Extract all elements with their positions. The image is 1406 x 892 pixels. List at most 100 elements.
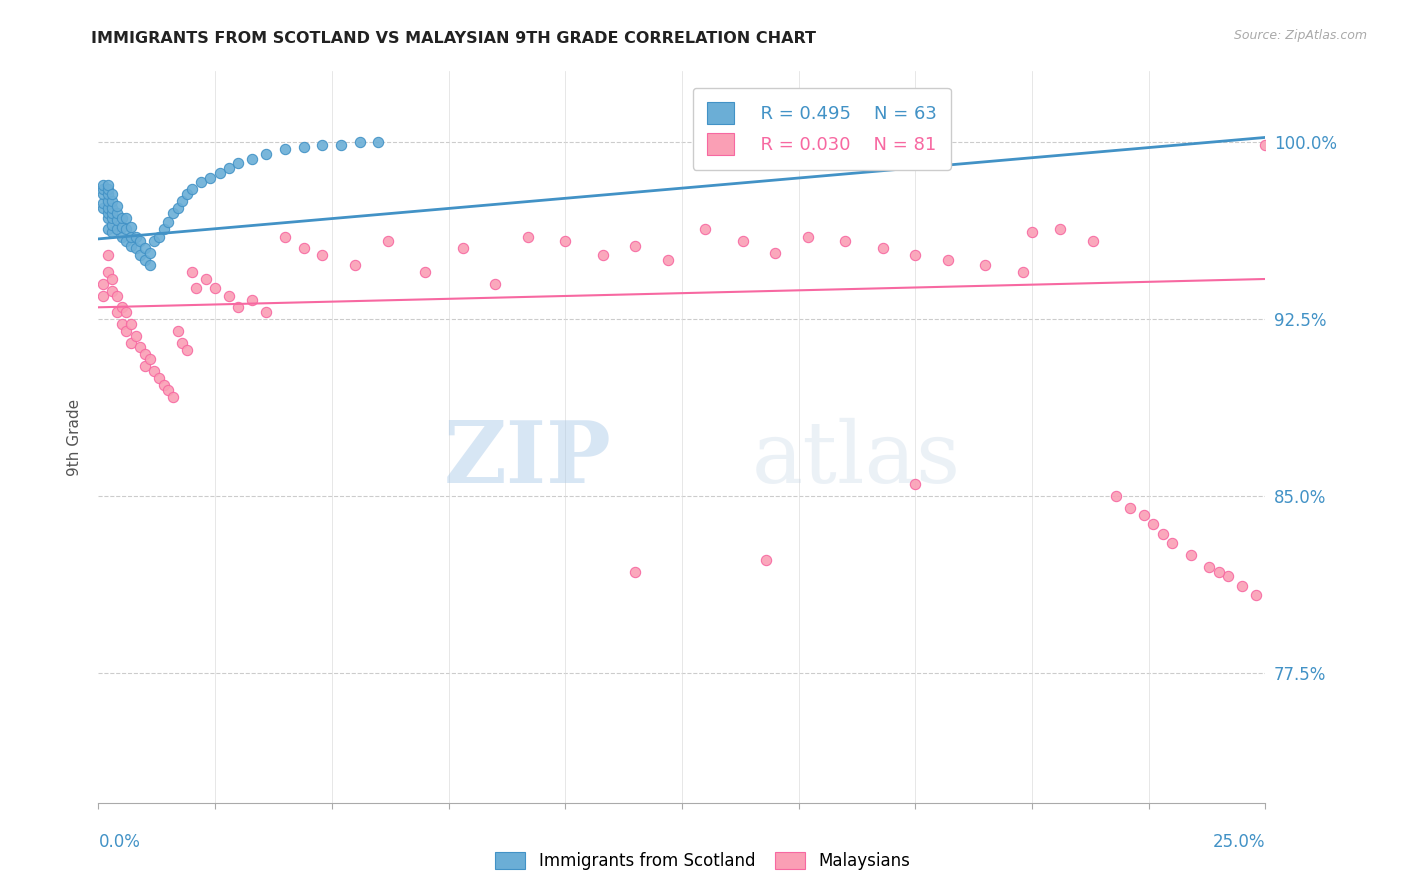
Point <box>1049 222 1071 236</box>
Point <box>101 194 124 208</box>
Point <box>162 390 184 404</box>
Point <box>180 182 202 196</box>
Point <box>115 305 138 319</box>
Point <box>134 347 156 361</box>
Point <box>129 340 152 354</box>
Point <box>134 241 156 255</box>
Point <box>180 265 202 279</box>
Point <box>484 277 506 291</box>
Text: Source: ZipAtlas.com: Source: ZipAtlas.com <box>1233 29 1367 42</box>
Point <box>1021 225 1043 239</box>
Point <box>134 359 156 374</box>
Point <box>451 241 474 255</box>
Point <box>1142 517 1164 532</box>
Point <box>120 220 142 235</box>
Point <box>91 187 114 202</box>
Point <box>1081 234 1104 248</box>
Point <box>105 222 128 236</box>
Point <box>111 301 134 315</box>
Point <box>413 265 436 279</box>
Point <box>139 246 162 260</box>
Point <box>91 178 114 192</box>
Point <box>657 253 679 268</box>
Point <box>311 248 333 262</box>
Point <box>139 352 162 367</box>
Point <box>274 229 297 244</box>
Point <box>256 305 278 319</box>
Point <box>111 211 134 225</box>
Point <box>148 229 170 244</box>
Point <box>162 206 184 220</box>
Point <box>1152 526 1174 541</box>
Point <box>120 335 142 350</box>
Point <box>834 234 856 248</box>
Point <box>129 248 152 262</box>
Point <box>101 206 124 220</box>
Point <box>349 135 371 149</box>
Point <box>172 335 194 350</box>
Point <box>115 222 138 236</box>
Point <box>176 187 198 202</box>
Point <box>120 229 142 244</box>
Point <box>152 222 174 236</box>
Legend:   R = 0.495    N = 63,   R = 0.030    N = 81: R = 0.495 N = 63, R = 0.030 N = 81 <box>693 87 950 169</box>
Text: ZIP: ZIP <box>444 417 612 501</box>
Point <box>97 187 120 202</box>
Point <box>872 241 894 255</box>
Point <box>105 288 128 302</box>
Point <box>1282 154 1305 169</box>
Point <box>97 178 120 192</box>
Point <box>97 201 120 215</box>
Point <box>172 194 194 208</box>
Point <box>516 229 538 244</box>
Point <box>105 206 128 220</box>
Point <box>105 199 128 213</box>
Point <box>91 288 114 302</box>
Point <box>554 234 576 248</box>
Point <box>1292 159 1315 173</box>
Point <box>157 383 180 397</box>
Point <box>105 213 128 227</box>
Point <box>377 234 399 248</box>
Point <box>115 324 138 338</box>
Point <box>97 206 120 220</box>
Point <box>311 137 333 152</box>
Point <box>1272 147 1295 161</box>
Point <box>97 211 120 225</box>
Point <box>91 182 114 196</box>
Point <box>152 378 174 392</box>
Point <box>695 222 717 236</box>
Point <box>242 293 264 308</box>
Y-axis label: 9th Grade: 9th Grade <box>67 399 83 475</box>
Point <box>1133 508 1156 522</box>
Point <box>344 258 367 272</box>
Point <box>91 277 114 291</box>
Point <box>1180 548 1202 562</box>
Point <box>101 211 124 225</box>
Point <box>936 253 959 268</box>
Point <box>125 241 148 255</box>
Point <box>755 553 778 567</box>
Point <box>1011 265 1033 279</box>
Point <box>592 248 614 262</box>
Point <box>797 229 820 244</box>
Point <box>1264 140 1286 154</box>
Point <box>120 317 142 331</box>
Point <box>91 196 114 211</box>
Point <box>166 324 188 338</box>
Point <box>176 343 198 357</box>
Point <box>143 364 166 378</box>
Point <box>1198 559 1220 574</box>
Legend: Immigrants from Scotland, Malaysians: Immigrants from Scotland, Malaysians <box>489 845 917 877</box>
Point <box>101 201 124 215</box>
Point <box>974 258 997 272</box>
Point <box>1208 565 1230 579</box>
Text: 0.0%: 0.0% <box>98 833 141 851</box>
Point <box>242 152 264 166</box>
Point <box>129 234 152 248</box>
Point <box>120 239 142 253</box>
Point <box>274 142 297 156</box>
Point <box>186 281 208 295</box>
Point <box>111 317 134 331</box>
Point <box>1216 569 1239 583</box>
